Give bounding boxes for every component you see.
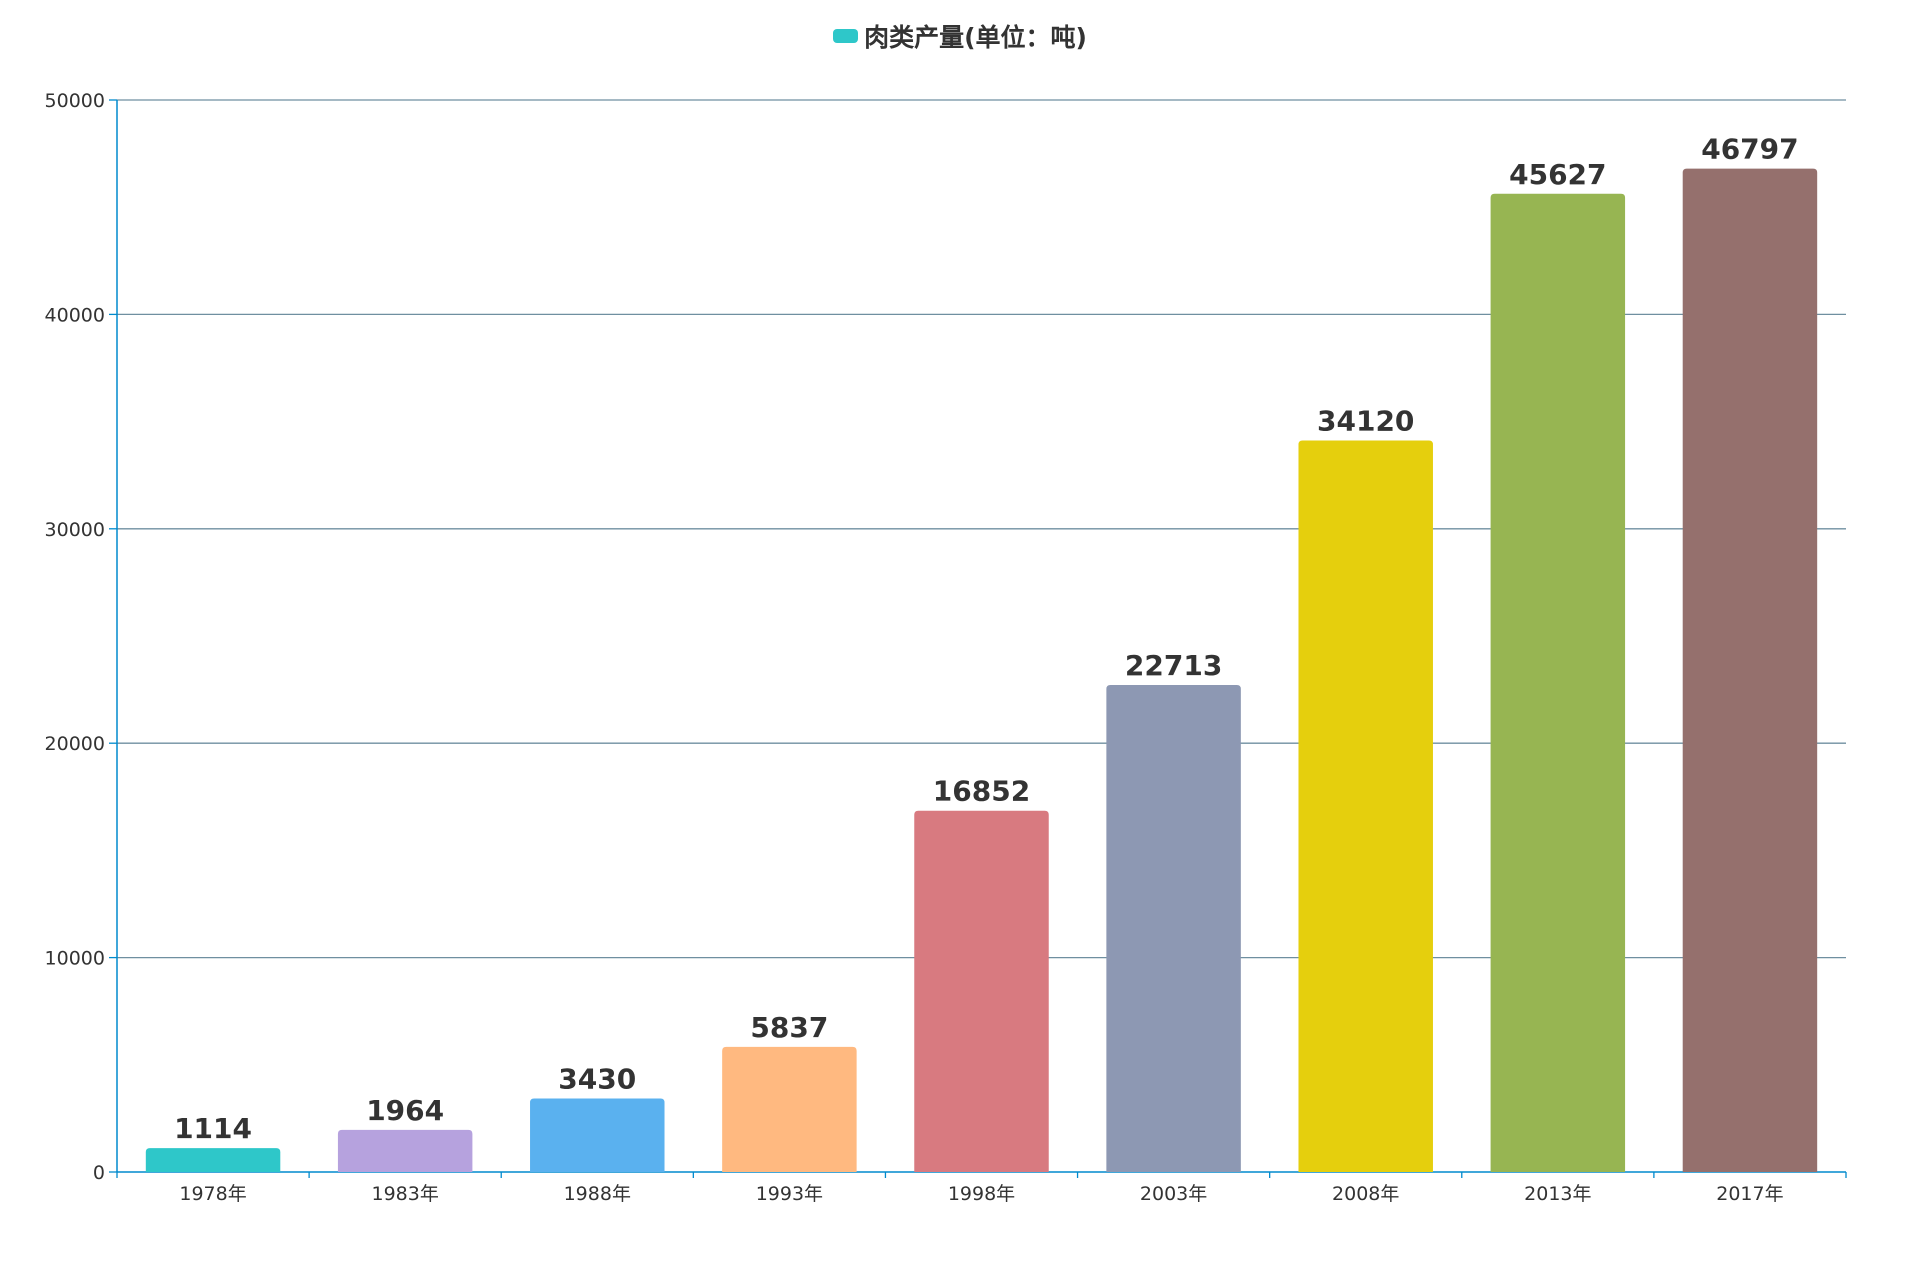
bar-value-label: 5837 [750,1011,828,1044]
y-tick-label: 30000 [45,519,105,541]
y-tick-label: 0 [93,1162,105,1184]
y-tick-label: 10000 [45,948,105,970]
bar-value-label: 16852 [933,775,1030,808]
bar [1298,440,1433,1173]
bar [1106,685,1241,1172]
bar-value-label: 34120 [1317,404,1414,437]
bar-value-label: 45627 [1509,158,1606,191]
x-tick-label: 1988年 [564,1183,631,1205]
legend-swatch [833,29,859,43]
y-tick-label: 50000 [45,90,105,112]
y-tick-label: 40000 [45,304,105,326]
bar-value-label: 3430 [558,1062,636,1095]
x-tick-label: 1998年 [948,1183,1015,1205]
y-tick-label: 20000 [45,733,105,755]
bar [1682,168,1818,1173]
x-tick-label: 2008年 [1332,1183,1399,1205]
bar [722,1046,857,1172]
bar [337,1129,473,1172]
x-tick-label: 2013年 [1524,1183,1591,1205]
bar-value-label: 1114 [174,1112,252,1145]
x-tick-label: 2017年 [1716,1183,1783,1205]
x-tick-label: 1978年 [179,1183,246,1205]
bar-value-label: 22713 [1125,649,1222,682]
x-tick-label: 2003年 [1140,1183,1207,1205]
bar [914,810,1049,1172]
legend-label: 肉类产量(单位：吨) [864,23,1087,52]
bar [145,1148,281,1172]
bar-value-label: 1964 [366,1094,444,1127]
legend[interactable]: 肉类产量(单位：吨) [0,18,1920,54]
x-tick-label: 1983年 [371,1183,438,1205]
bar [530,1098,665,1172]
x-tick-label: 1993年 [756,1183,823,1205]
bar [1490,193,1626,1172]
bar-value-label: 46797 [1701,133,1798,166]
